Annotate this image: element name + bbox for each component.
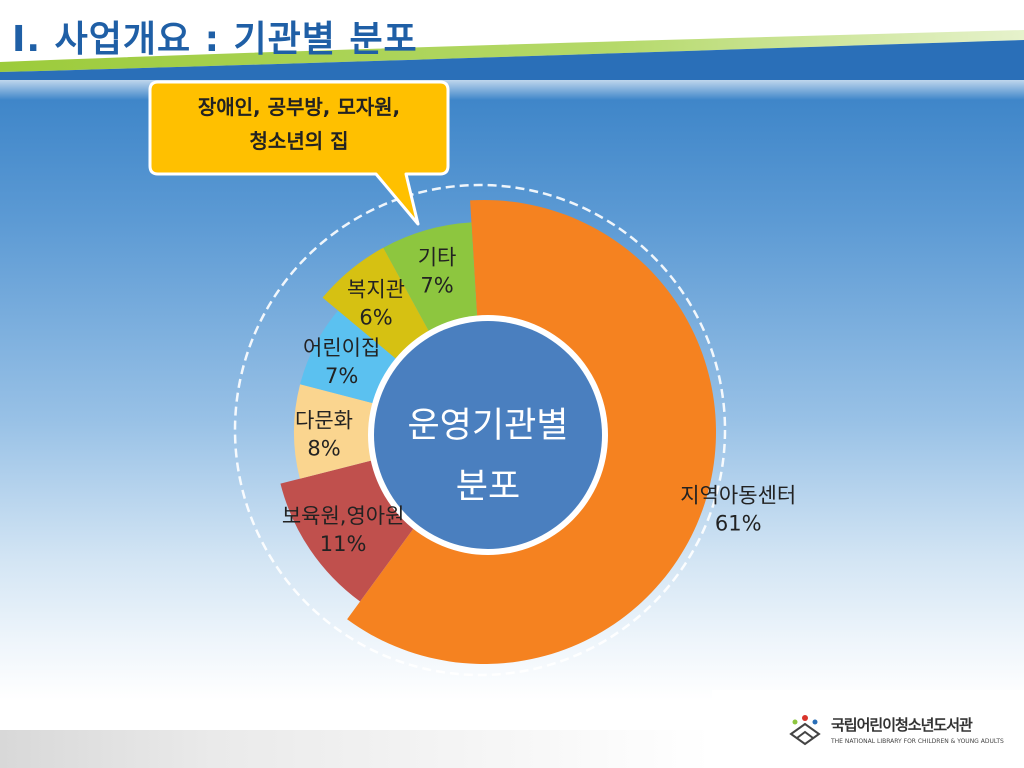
library-logo-english: THE NATIONAL LIBRARY FOR CHILDREN & YOUN… xyxy=(831,738,1004,745)
slice-value-label: 8% xyxy=(307,437,340,461)
library-logo: 국립어린이청소년도서관 THE NATIONAL LIBRARY FOR CHI… xyxy=(785,708,1004,758)
slice-name-label: 보육원,영아원 xyxy=(282,504,405,528)
library-logo-icon xyxy=(789,715,821,746)
header-band xyxy=(0,30,1024,80)
center-label-line2: 분포 xyxy=(456,467,520,507)
callout-bubble xyxy=(148,80,450,226)
slice-name-label: 지역아동센터 xyxy=(680,484,796,508)
slice-value-label: 7% xyxy=(420,274,453,298)
slice-4 xyxy=(322,247,430,360)
footer-bar xyxy=(0,730,712,768)
slice-value-label: 61% xyxy=(715,512,762,536)
slice-2 xyxy=(294,384,374,479)
outer-dashed-ring xyxy=(233,183,727,677)
slice-value-label: 6% xyxy=(359,306,392,330)
slice-name-label: 복지관 xyxy=(347,278,405,302)
callout-line-1: 장애인, 공부방, 모자원, xyxy=(197,95,401,119)
slice-5 xyxy=(383,222,478,332)
slice-name-label: 다문화 xyxy=(295,409,353,433)
slice-value-label: 11% xyxy=(320,532,367,556)
slice-0 xyxy=(347,200,716,665)
callout-text: 장애인, 공부방, 모자원, 청소년의 집 xyxy=(152,90,446,158)
footer-white-area xyxy=(712,690,1024,768)
callout-line-2: 청소년의 집 xyxy=(249,129,349,153)
slice-name-label: 어린이집 xyxy=(303,336,380,360)
library-logo-name: 국립어린이청소년도서관 xyxy=(831,716,973,734)
slice-value-label: 7% xyxy=(325,364,358,388)
center-label-line1: 운영기관별 xyxy=(407,406,568,446)
slice-1 xyxy=(280,460,417,602)
page-title: I. 사업개요 : 기관별 분포 xyxy=(12,19,418,60)
center-disk xyxy=(374,321,602,549)
slice-name-label: 기타 xyxy=(418,246,457,270)
slice-3 xyxy=(300,310,397,404)
